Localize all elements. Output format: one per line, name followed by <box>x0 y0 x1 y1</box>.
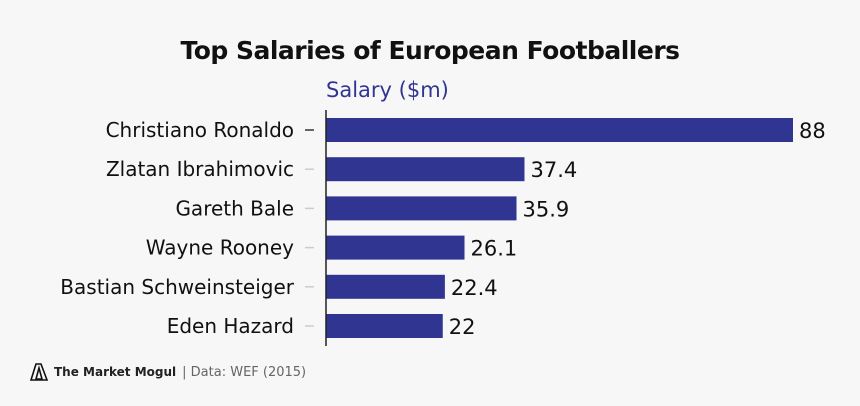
data-label: 22.4 <box>451 276 498 300</box>
category-label: Gareth Bale <box>175 196 294 220</box>
data-label: 26.1 <box>471 237 518 261</box>
bar <box>326 274 445 299</box>
bar <box>326 196 517 221</box>
bar <box>326 314 443 338</box>
category-label: Wayne Rooney <box>146 236 294 260</box>
category-label: Bastian Schweinsteiger <box>60 275 294 299</box>
bar <box>326 118 793 142</box>
bar <box>326 235 465 260</box>
data-source: | Data: WEF (2015) <box>182 364 307 380</box>
brand-name: The Market Mogul <box>54 365 177 379</box>
chart-title: Top Salaries of European Footballers <box>180 36 680 65</box>
data-label: 35.9 <box>523 197 570 221</box>
bar <box>326 157 525 182</box>
category-label: Eden Hazard <box>167 314 294 338</box>
data-label: 88 <box>799 119 826 143</box>
category-label: Zlatan Ibrahimovic <box>106 157 294 181</box>
category-label: Christiano Ronaldo <box>106 118 294 142</box>
axis-label: Salary ($m) <box>326 78 449 102</box>
data-label: 37.4 <box>530 158 577 182</box>
logo-icon <box>30 363 48 381</box>
footer: The Market Mogul | Data: WEF (2015) <box>30 362 306 382</box>
data-label: 22 <box>449 315 476 339</box>
